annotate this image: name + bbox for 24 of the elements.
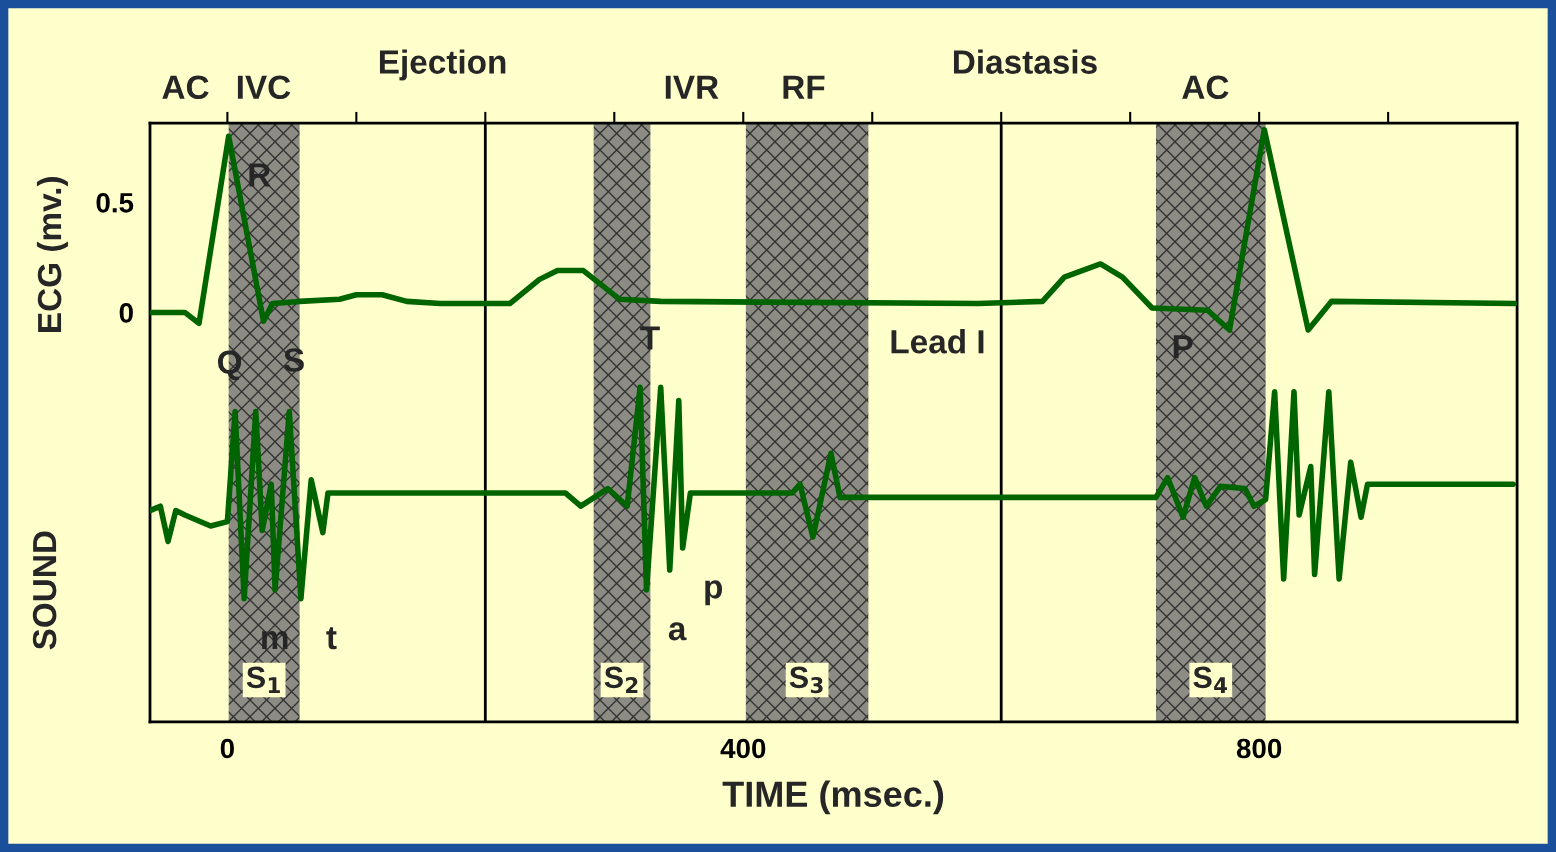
x-tick-label: 800 (1236, 738, 1282, 759)
x-tick-label: 400 (720, 738, 766, 759)
text: IVR (665, 75, 719, 99)
annotation: Q (217, 350, 242, 381)
annotation: a (668, 622, 687, 641)
band-label: S$_{2}$ (604, 666, 638, 693)
text: IVC (237, 75, 291, 100)
text: AC (1182, 75, 1229, 100)
text: Ejection (379, 49, 506, 81)
text: Diastasis (953, 49, 1097, 74)
band-label: S$_{3}$ (789, 666, 823, 694)
annotation: T (640, 326, 660, 350)
y-tick-label: 0.5 (96, 192, 134, 213)
x-tick-label: 0 (220, 738, 234, 759)
text: AC (162, 75, 209, 100)
band-label: S$_{4}$ (1193, 666, 1228, 693)
x-axis-title: TIME (msec.) (722, 780, 944, 815)
text: RF (783, 75, 825, 99)
text: SOUND (32, 531, 57, 650)
band-label: S$_{1}$ (246, 666, 280, 693)
annotation: t (326, 627, 337, 650)
y-axis-title: ECG (mv.) (36, 177, 68, 332)
annotation: Lead I (891, 329, 984, 354)
annotation: p (705, 580, 723, 606)
